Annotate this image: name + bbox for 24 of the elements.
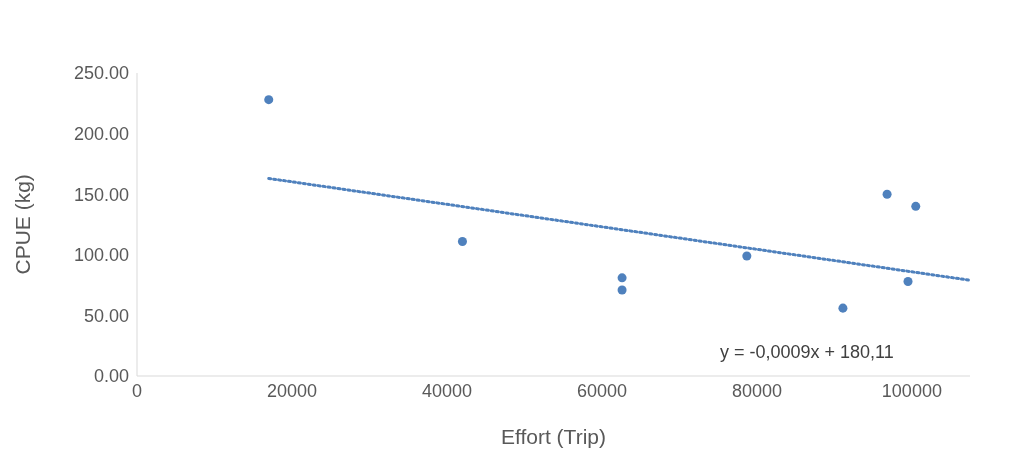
y-tick-label: 200.00 [73, 123, 129, 144]
x-tick-label: 80000 [731, 380, 782, 401]
point [457, 236, 467, 246]
y-tick-label: 150.00 [73, 184, 129, 205]
y-tick-label: 250.00 [73, 63, 129, 84]
y-tick-label: 50.00 [83, 305, 129, 326]
x-axis-title: Effort (Trip) [500, 425, 607, 448]
point [617, 285, 627, 295]
x-tick-label: 20000 [266, 380, 318, 401]
annotation: y = -0,0009x + 180,11 [720, 342, 894, 363]
x-tick-label: 0 [131, 380, 143, 401]
point [911, 201, 921, 211]
x-tick-label: 40000 [421, 380, 472, 401]
point [838, 303, 848, 313]
point [617, 273, 627, 283]
y-tick-label: 0.00 [93, 366, 129, 387]
x-tick-label: 60000 [576, 380, 627, 401]
point [264, 95, 274, 105]
point [742, 251, 752, 261]
point [903, 276, 913, 286]
point [882, 189, 892, 199]
y-axis-title: CPUE (kg) [11, 174, 35, 275]
x-tick-label: 100000 [881, 380, 942, 401]
y-tick-label: 100.00 [73, 245, 129, 266]
